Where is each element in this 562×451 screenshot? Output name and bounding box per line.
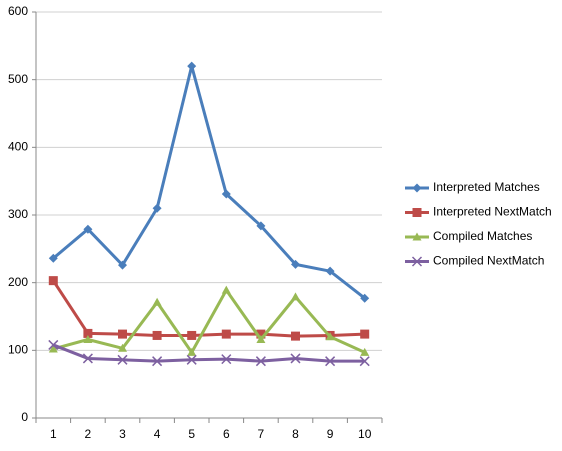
legend-marker xyxy=(412,232,422,241)
marker xyxy=(256,335,266,344)
marker xyxy=(360,329,370,339)
x-tick-label: 5 xyxy=(188,427,195,441)
x-tick-label: 1 xyxy=(50,427,57,441)
marker xyxy=(325,266,335,276)
legend-label: Compiled NextMatch xyxy=(433,254,544,268)
y-tick-label: 200 xyxy=(8,275,28,289)
marker xyxy=(290,353,301,364)
marker xyxy=(360,347,370,356)
marker xyxy=(325,356,336,367)
marker xyxy=(187,61,197,71)
marker xyxy=(83,224,93,234)
marker xyxy=(152,297,162,306)
marker xyxy=(255,356,266,367)
x-tick-label: 2 xyxy=(85,427,92,441)
legend-label: Interpreted Matches xyxy=(433,180,540,194)
marker xyxy=(118,260,127,270)
marker xyxy=(325,332,335,341)
marker xyxy=(48,276,58,286)
legend-label: Compiled Matches xyxy=(433,229,532,243)
y-tick-label: 100 xyxy=(8,343,28,357)
series-line xyxy=(52,279,365,338)
marker xyxy=(118,329,127,339)
marker xyxy=(48,339,59,350)
marker xyxy=(83,335,93,344)
marker xyxy=(152,356,163,367)
marker xyxy=(152,203,162,213)
y-tick-label: 0 xyxy=(21,410,28,424)
marker xyxy=(82,353,93,364)
marker xyxy=(221,285,231,294)
marker xyxy=(291,331,300,341)
y-tick-label: 400 xyxy=(8,140,28,154)
x-tick-label: 7 xyxy=(258,427,265,441)
y-tick-label: 500 xyxy=(8,72,28,86)
legend-label: Interpreted NextMatch xyxy=(433,205,552,219)
marker xyxy=(256,329,266,339)
x-tick-label: 4 xyxy=(154,427,161,441)
marker xyxy=(152,330,162,340)
marker xyxy=(221,329,231,339)
marker xyxy=(359,356,370,367)
marker xyxy=(186,354,197,365)
marker xyxy=(187,347,197,356)
x-tick-label: 8 xyxy=(292,427,299,441)
series-line xyxy=(52,288,366,354)
x-tick-label: 3 xyxy=(119,427,126,441)
marker xyxy=(187,330,197,340)
y-tick-label: 600 xyxy=(8,4,28,18)
series-line xyxy=(52,64,366,300)
marker xyxy=(360,293,370,303)
marker xyxy=(291,292,300,301)
series-line xyxy=(52,343,365,363)
marker xyxy=(221,189,231,199)
marker xyxy=(83,328,93,338)
marker xyxy=(117,354,128,365)
marker xyxy=(256,221,266,231)
x-tick-label: 10 xyxy=(358,427,372,441)
marker xyxy=(291,259,300,269)
y-tick-label: 300 xyxy=(8,207,28,221)
marker xyxy=(118,343,127,352)
legend-marker xyxy=(412,208,422,217)
marker xyxy=(221,354,232,365)
legend-marker xyxy=(412,183,422,193)
x-tick-label: 6 xyxy=(223,427,230,441)
marker xyxy=(48,344,58,353)
marker xyxy=(48,253,58,263)
x-tick-label: 9 xyxy=(327,427,334,441)
legend-marker xyxy=(411,256,423,267)
